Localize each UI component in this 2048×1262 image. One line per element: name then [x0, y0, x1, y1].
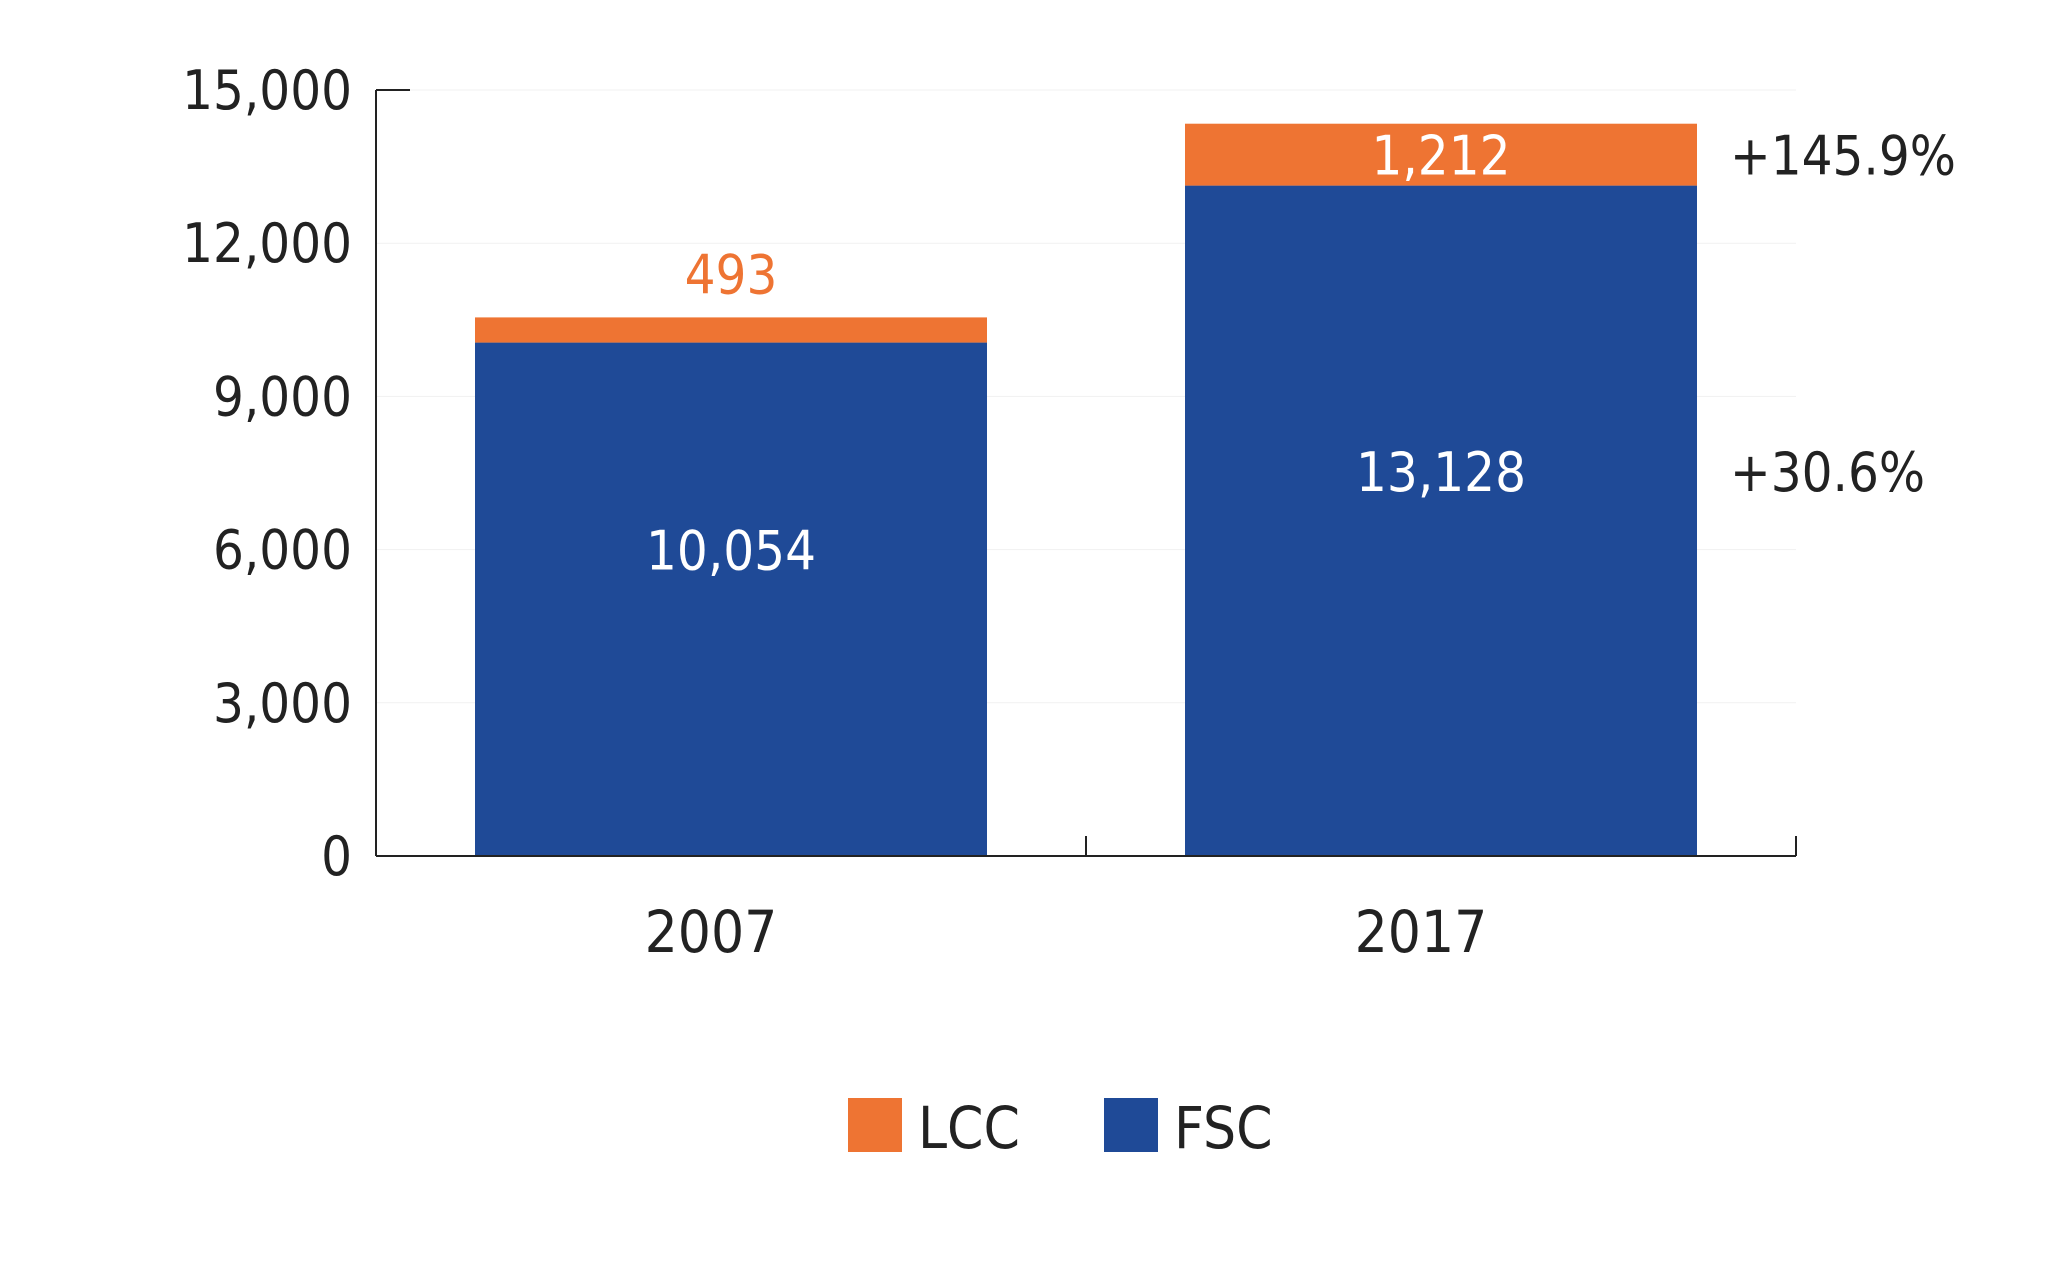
y-tick-label: 3,000 [213, 672, 352, 735]
y-tick-label: 9,000 [213, 365, 352, 428]
y-tick-label: 15,000 [182, 59, 352, 122]
legend-swatch-fsc [1104, 1098, 1158, 1152]
y-tick-label: 12,000 [182, 212, 352, 275]
legend-label-lcc: LCC [918, 1094, 1020, 1162]
legend-swatch-lcc [848, 1098, 902, 1152]
data-labels: 10,054 493 13,128 1,212 [646, 125, 1526, 583]
data-label-fsc: 10,054 [646, 519, 816, 582]
y-tick-label: 6,000 [213, 519, 352, 582]
bar-lcc-2017 [1185, 123, 1697, 186]
bar-lcc-2007 [475, 317, 987, 343]
x-tick-label: 2007 [645, 898, 778, 966]
data-label-fsc: 13,128 [1356, 441, 1526, 504]
growth-label-fsc: +30.6% [1730, 441, 1925, 504]
growth-label-lcc: +145.9% [1730, 125, 1956, 188]
bar-fsc-2007 [475, 342, 987, 856]
bar-fsc-2017 [1185, 185, 1697, 856]
legend-label-fsc: FSC [1174, 1094, 1273, 1162]
x-axis-ticks: 2007 2017 [645, 898, 1488, 966]
data-label-lcc: 1,212 [1371, 125, 1510, 188]
legend: LCC FSC [848, 1094, 1273, 1162]
data-label-lcc: 493 [685, 243, 778, 306]
growth-annotations: +145.9% +30.6% [1730, 125, 1956, 504]
y-axis-ticks: 0 3,000 6,000 9,000 12,000 15,000 [182, 59, 352, 888]
y-tick-label: 0 [321, 825, 352, 888]
axes [375, 89, 1797, 857]
x-tick-label: 2017 [1355, 898, 1488, 966]
bars [475, 123, 1697, 856]
